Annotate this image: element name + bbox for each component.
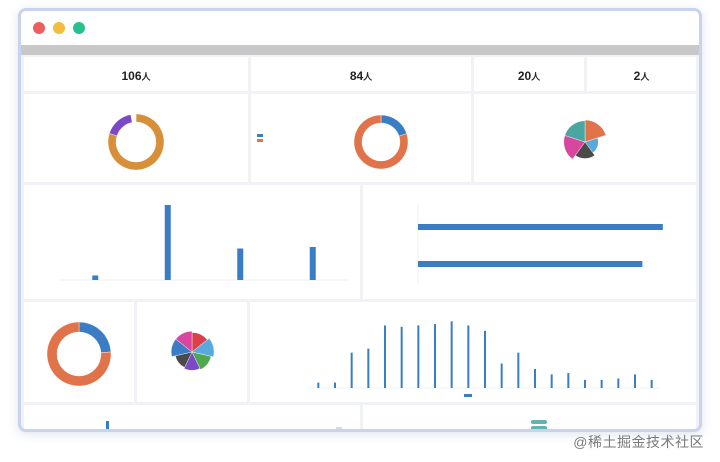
bar-2-bar-7 <box>434 324 436 388</box>
chart-card-bar-2 <box>250 302 696 402</box>
rose-2-chart <box>171 331 215 371</box>
browser-toolbar <box>21 45 699 55</box>
rose-2-slice-1 <box>191 338 215 358</box>
bar-2-bar-4 <box>384 325 386 388</box>
donut-1-chart <box>107 113 165 171</box>
stat-value-3: 20人 <box>517 69 541 83</box>
stat-card-1: 106人 <box>24 57 248 91</box>
bar-2-bar-16 <box>584 379 586 388</box>
minimize-window-button[interactable] <box>53 22 65 34</box>
table-card <box>363 405 696 429</box>
chart-card-bar-3 <box>24 405 360 432</box>
bar-3-bar-0 <box>106 421 109 429</box>
chart-card-donut-1 <box>24 94 248 182</box>
donut-2-slice-1 <box>353 114 409 170</box>
bar-2-bar-13 <box>534 368 536 388</box>
watermark: @稀土掘金技术社区 <box>573 434 704 450</box>
close-window-button[interactable] <box>33 22 45 34</box>
clipboard-icon[interactable] <box>336 427 342 432</box>
bar-2-bar-1 <box>334 382 336 388</box>
status-pill-1 <box>531 420 547 424</box>
bar-2-bar-17 <box>600 379 603 388</box>
bar-2-bar-18 <box>617 378 620 388</box>
bar-2-bar-14 <box>550 374 553 388</box>
bar-2-bar-8 <box>450 321 453 388</box>
bar-2-chart <box>310 321 660 397</box>
bar-2-bar-15 <box>567 373 570 388</box>
donut-3-slice-1 <box>46 321 112 387</box>
donut-3-chart <box>46 321 112 387</box>
legend-swatch <box>464 394 472 397</box>
hbar-1-bar-1 <box>418 261 643 267</box>
maximize-window-button[interactable] <box>73 22 85 34</box>
bar-2-bar-0 <box>317 382 320 388</box>
dashboard: 106人 84人 20人 2人 <box>21 55 699 432</box>
bar-2-bar-11 <box>500 363 503 388</box>
chart-card-rose-2 <box>137 302 247 402</box>
window-titlebar <box>21 11 699 45</box>
chart-card-donut-2 <box>251 94 471 182</box>
donut-2-slice-0 <box>380 114 407 137</box>
hbar-1-chart <box>417 205 663 283</box>
bar-2-bar-9 <box>467 325 470 388</box>
bar-1-chart <box>59 205 349 281</box>
stat-value-1: 106人 <box>121 69 151 83</box>
bar-2-bar-2 <box>350 352 353 388</box>
bar-2-bar-20 <box>650 379 653 388</box>
bar-1-bar-2 <box>237 248 244 280</box>
rose-1-slice-4 <box>564 120 586 143</box>
rose-2-slice-2 <box>191 351 212 370</box>
rose-1-slice-0 <box>584 119 607 143</box>
rose-2-slice-3 <box>183 351 201 371</box>
donut-1-slice-4 <box>134 113 137 123</box>
bar-2-bar-3 <box>367 348 370 388</box>
bar-2-bar-19 <box>634 374 636 388</box>
chart-card-donut-3 <box>24 302 134 402</box>
chart-card-hbar-1 <box>363 185 696 299</box>
hbar-1-bar-0 <box>418 224 663 230</box>
stat-value-2: 84人 <box>349 69 373 83</box>
bar-2-bar-12 <box>517 352 520 388</box>
legend-swatch-orange <box>257 139 263 142</box>
stat-value-4: 2人 <box>633 69 650 83</box>
donut-3-slice-0 <box>78 321 112 353</box>
chart-card-rose-1 <box>474 94 696 182</box>
donut-1-slice-1 <box>109 114 133 137</box>
bar-2-bar-6 <box>417 325 420 388</box>
stat-card-2: 84人 <box>251 57 471 91</box>
chart-card-bar-1 <box>24 185 360 299</box>
bar-1-bar-1 <box>164 205 171 280</box>
bar-2-bar-5 <box>400 326 403 388</box>
donut-2-chart <box>257 114 409 170</box>
rose-1-chart <box>563 119 607 160</box>
stat-card-4: 2人 <box>587 57 696 91</box>
bar-1-bar-0 <box>92 275 99 280</box>
rose-2-slice-6 <box>175 331 193 353</box>
app-window: 106人 84人 20人 2人 <box>18 8 702 432</box>
legend-swatch-blue <box>257 134 263 137</box>
stat-card-3: 20人 <box>474 57 584 91</box>
bar-2-bar-10 <box>484 330 486 388</box>
status-pill-2 <box>531 426 547 429</box>
bar-3-chart <box>106 421 342 432</box>
donut-1-slice-0 <box>107 113 165 171</box>
bar-1-bar-3 <box>309 247 316 280</box>
